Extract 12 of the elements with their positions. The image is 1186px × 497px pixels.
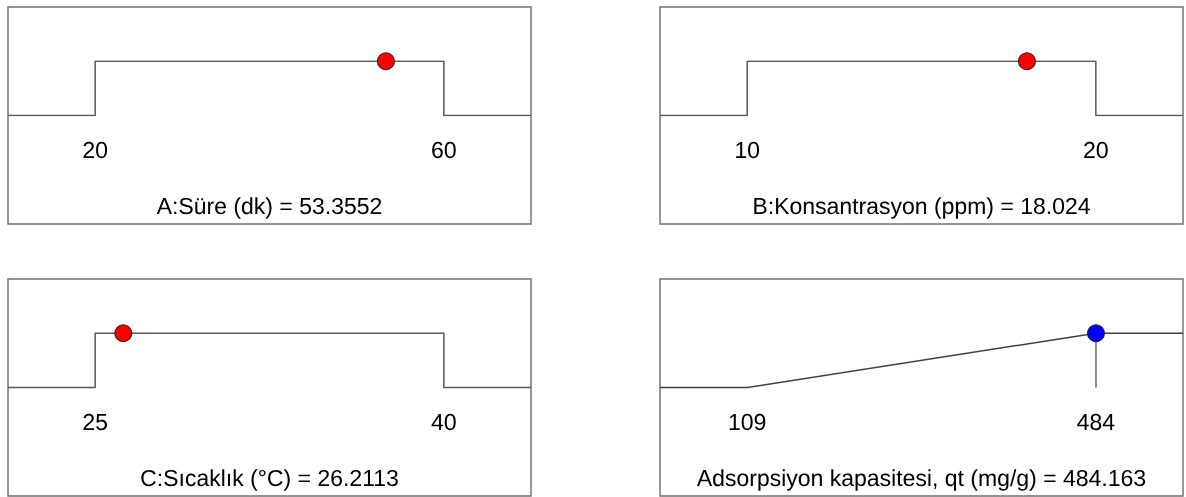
x-axis-title: C:Sıcaklık (°C) = 26.2113 [141, 469, 398, 491]
x-tick-label: 109 [729, 413, 766, 431]
x-axis-title: A:Süre (dk) = 53.3552 [156, 197, 382, 219]
x-tick-label: 484 [1077, 413, 1115, 431]
x-tick-label: 40 [431, 413, 456, 431]
x-tick-label: 10 [736, 141, 760, 159]
x-tick-label: 60 [432, 141, 456, 159]
x-tick-label: 25 [83, 413, 107, 431]
x-axis-title: B:Konsantrasyon (ppm) = 18.024 [754, 197, 1090, 219]
x-axis-title: Adsorpsiyon kapasitesi, qt (mg/g) = 484.163 [696, 469, 1146, 491]
x-tick-label: 20 [1084, 141, 1108, 159]
x-tick-label: 20 [83, 141, 108, 159]
